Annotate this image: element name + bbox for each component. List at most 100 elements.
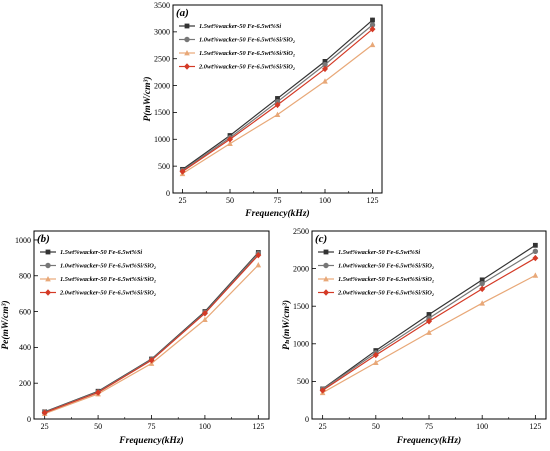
legend-label: 2.0wt%wacker-50 Fe-6.5wt%Si/SiO₂ bbox=[198, 64, 295, 71]
data-point bbox=[41, 409, 48, 416]
x-tick-label: 125 bbox=[367, 196, 379, 205]
legend: 1.5wt%wacker-50 Fe-6.5wt%Si 1.0wt%wacker-… bbox=[318, 249, 434, 297]
y-tick-label: 500 bbox=[297, 377, 309, 386]
legend-label: 1.0wt%wacker-50 Fe-6.5wt%Si/SiO₂ bbox=[338, 263, 434, 270]
data-point bbox=[426, 318, 432, 325]
x-tick-label: 25 bbox=[319, 422, 327, 431]
legend-item: 1.5wt%wacker-50 Fe-6.5wt%Si bbox=[40, 249, 142, 256]
y-tick-label: 500 bbox=[158, 162, 170, 171]
x-axis-label: Frequency(kHz) bbox=[118, 435, 183, 446]
data-point bbox=[426, 329, 432, 335]
x-tick-label: 100 bbox=[319, 196, 331, 205]
y-tick-label: 3000 bbox=[154, 28, 170, 37]
y-tick-label: 800 bbox=[19, 272, 31, 281]
y-tick-label: 400 bbox=[19, 343, 31, 352]
legend-item: 1.0wt%wacker-50 Fe-6.5wt%Si/SiO₂ bbox=[179, 37, 295, 44]
chart-panel-a: 25 50 75 100 125 0 500 1000 1500 2000 2500 3000 3500… bbox=[142, 1, 383, 219]
x-tick-label: 100 bbox=[199, 422, 211, 431]
data-point bbox=[369, 22, 376, 28]
data-point bbox=[369, 41, 376, 48]
legend-marker bbox=[45, 276, 51, 282]
data-point bbox=[479, 300, 485, 306]
data-point bbox=[275, 96, 280, 101]
legend-label: 1.5wt%wacker-50 Fe-6.5wt%Si bbox=[60, 249, 142, 256]
data-point bbox=[322, 78, 328, 84]
legend: 1.5wt%wacker-50 Fe-6.5wt%Si 1.0wt%wacker-… bbox=[179, 23, 295, 71]
legend-label: 2.0wt%wacker-50 Fe-6.5wt%Si/SiO₂ bbox=[59, 290, 156, 297]
legend-item: 1.5wt%wacker-50 Fe-6.5wt%Si bbox=[318, 249, 420, 256]
legend-label: 1.0wt%wacker-50 Fe-6.5wt%Si/SiO₂ bbox=[199, 37, 295, 44]
y-tick-label: 2000 bbox=[154, 81, 170, 90]
x-tick-label: 50 bbox=[372, 422, 380, 431]
data-point bbox=[255, 262, 262, 268]
y-tick-label: 200 bbox=[19, 379, 31, 388]
chart-panel-c: 25 50 75 100 125 0 500 1000 1500 2000 2500 Frequenc… bbox=[281, 227, 547, 446]
legend-item: 2.0wt%wacker-50 Fe-6.5wt%Si/SiO₂ bbox=[179, 63, 295, 71]
legend-item: 1.5wt%wacker-50 Fe-6.5wt%Si/SiO₂ bbox=[40, 276, 156, 283]
x-tick-label: 50 bbox=[226, 196, 234, 205]
y-axis-label: P(mW/cm³) bbox=[142, 76, 153, 121]
legend-item: 2.0wt%wacker-50 Fe-6.5wt%Si/SiO₂ bbox=[40, 289, 156, 297]
legend-marker bbox=[323, 262, 329, 269]
y-tick-label: 0 bbox=[166, 189, 170, 198]
data-point bbox=[322, 61, 328, 68]
chart-panel-b: 25 50 75 100 125 0 200 400 600 800 1000 Frequency(k… bbox=[0, 230, 270, 446]
y-tick-label: 2500 bbox=[293, 227, 309, 236]
data-point bbox=[148, 357, 155, 364]
x-tick-label: 125 bbox=[252, 422, 264, 431]
legend-label: 2.0wt%wacker-50 Fe-6.5wt%Si/SiO₂ bbox=[337, 290, 434, 297]
legend-label: 1.0wt%wacker-50 Fe-6.5wt%Si/SiO₂ bbox=[60, 263, 156, 270]
data-point bbox=[532, 254, 539, 262]
y-tick-label: 1000 bbox=[15, 236, 31, 245]
data-point bbox=[322, 65, 328, 73]
legend-item: 1.0wt%wacker-50 Fe-6.5wt%Si/SiO₂ bbox=[318, 263, 434, 270]
legend-marker bbox=[45, 262, 51, 269]
legend-label: 1.5wt%wacker-50 Fe-6.5wt%Si/SiO₂ bbox=[199, 50, 295, 57]
x-tick-label: 50 bbox=[94, 422, 102, 431]
data-point bbox=[479, 277, 485, 283]
data-point bbox=[532, 272, 539, 278]
series-3 bbox=[319, 272, 539, 396]
series-1 bbox=[42, 250, 261, 415]
series-4 bbox=[41, 251, 262, 416]
data-point bbox=[201, 310, 208, 317]
panel-label: (c) bbox=[315, 233, 327, 245]
legend-marker bbox=[323, 276, 329, 282]
y-tick-label: 1500 bbox=[154, 108, 170, 117]
x-axis-label: Frequency(kHz) bbox=[244, 208, 309, 219]
x-tick-label: 75 bbox=[148, 422, 156, 431]
y-tick-label: 1000 bbox=[293, 340, 309, 349]
legend-label: 1.5wt%wacker-50 Fe-6.5wt%Si/SiO₂ bbox=[338, 276, 434, 283]
data-point bbox=[202, 316, 208, 323]
x-tick-label: 75 bbox=[425, 422, 433, 431]
data-point bbox=[532, 248, 539, 255]
legend-label: 1.5wt%wacker-50 Fe-6.5wt%Si bbox=[199, 23, 281, 30]
x-axis-label: Frequency(kHz) bbox=[396, 435, 461, 446]
series-4 bbox=[179, 25, 376, 175]
legend-item: 1.0wt%wacker-50 Fe-6.5wt%Si/SiO₂ bbox=[40, 263, 156, 270]
y-tick-label: 0 bbox=[27, 415, 31, 424]
legend-item: 1.5wt%wacker-50 Fe-6.5wt%Si bbox=[179, 23, 281, 30]
y-tick-label: 1000 bbox=[154, 135, 170, 144]
data-point bbox=[274, 98, 281, 105]
legend-item: 1.5wt%wacker-50 Fe-6.5wt%Si/SiO₂ bbox=[179, 50, 295, 57]
x-tick-label: 75 bbox=[274, 196, 282, 205]
data-point bbox=[255, 251, 262, 259]
legend-marker bbox=[323, 249, 329, 255]
y-axis-label: Pe(mW/cm³) bbox=[0, 300, 11, 349]
legend-label: 1.5wt%wacker-50 Fe-6.5wt%Si bbox=[338, 249, 420, 256]
y-tick-label: 0 bbox=[305, 415, 309, 424]
data-point bbox=[227, 140, 233, 146]
plot-frame bbox=[33, 230, 270, 420]
legend-marker bbox=[184, 36, 190, 43]
data-point bbox=[369, 25, 376, 33]
data-point bbox=[426, 312, 432, 317]
data-point bbox=[532, 242, 538, 248]
panel-label: (a) bbox=[176, 7, 189, 19]
data-point bbox=[274, 101, 281, 109]
x-tick-label: 25 bbox=[179, 196, 187, 205]
series-4 bbox=[319, 254, 539, 394]
legend-marker bbox=[184, 63, 190, 70]
series-3 bbox=[179, 41, 376, 177]
legend-item: 1.5wt%wacker-50 Fe-6.5wt%Si/SiO₂ bbox=[318, 276, 434, 283]
